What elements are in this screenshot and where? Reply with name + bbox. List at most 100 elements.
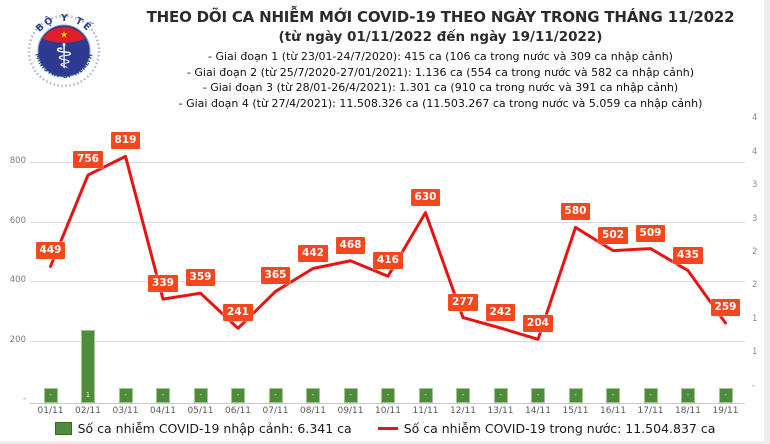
legend-imported-label: Số ca nhiễm COVID-19 nhập cảnh: 6.341 ca <box>77 421 352 436</box>
data-label: 509 <box>635 224 666 242</box>
secondary-y-axis-tick-label: 3 <box>752 180 758 191</box>
legend-item-imported: Số ca nhiễm COVID-19 nhập cảnh: 6.341 ca <box>54 421 352 436</box>
secondary-y-axis-tick-label: 2 <box>752 247 758 257</box>
screenshot-right-margin <box>764 0 770 444</box>
imported-cases-bar: - <box>606 388 620 403</box>
bar-value-label: - <box>724 390 727 399</box>
x-axis-tick-label: 18/11 <box>675 406 701 416</box>
imported-cases-bar: - <box>118 388 133 403</box>
x-axis-tick-label: 08/11 <box>300 406 326 416</box>
imported-cases-bar: - <box>456 388 470 403</box>
x-axis-tick-label: 13/11 <box>487 406 514 416</box>
data-label: 242 <box>485 304 516 321</box>
secondary-y-axis-tick-label: - <box>752 380 756 391</box>
x-axis-tick-label: 01/11 <box>37 406 64 416</box>
ministry-of-health-logo: ★ ⚕ BỘ Y TẾ MINISTRY OF HEALTH <box>27 13 101 88</box>
imported-cases-bar: - <box>156 388 170 403</box>
x-axis-tick-label: 12/11 <box>450 406 476 416</box>
y-axis-tick-label: 800 <box>9 156 26 166</box>
data-label: 630 <box>410 188 441 206</box>
imported-cases-bar: - <box>531 388 545 403</box>
imported-cases-bar: - <box>306 388 320 403</box>
bar-value-label: - <box>349 390 352 399</box>
x-axis-tick-label: 04/11 <box>150 406 176 416</box>
imported-cases-bar: - <box>493 388 508 403</box>
bar-value-label: - <box>461 390 465 399</box>
x-axis-tick-label: 16/11 <box>600 406 626 416</box>
data-label: 435 <box>673 246 703 264</box>
legend-bar-swatch <box>54 422 72 435</box>
imported-cases-bar: - <box>231 388 245 403</box>
data-label: 277 <box>448 293 478 311</box>
imported-cases-bar: - <box>718 388 733 403</box>
bar-value-label: - <box>274 390 277 399</box>
x-axis-tick-label: 17/11 <box>637 406 664 416</box>
legend-domestic-label: Số ca nhiễm COVID-19 trong nước: 11.504.… <box>403 421 716 436</box>
imported-cases-bar: - <box>381 388 395 403</box>
x-axis-tick-label: 11/11 <box>412 406 439 416</box>
imported-cases-bar: - <box>268 388 283 403</box>
x-axis-tick-label: 19/11 <box>712 406 739 416</box>
y-axis-tick-label: 200 <box>9 334 26 345</box>
chart-subtitle: (từ ngày 01/11/2022 đến ngày 19/11/2022) <box>278 29 603 45</box>
bar-value-label: - <box>649 390 652 399</box>
x-axis-tick-label: 06/11 <box>225 406 251 416</box>
x-axis-tick-label: 10/11 <box>375 406 401 416</box>
x-axis-tick-label: 15/11 <box>562 406 589 416</box>
x-axis-line <box>30 403 745 404</box>
data-label: 365 <box>260 267 291 285</box>
bar-value-label: - <box>311 390 315 399</box>
bar-value-label: - <box>236 390 240 399</box>
x-axis-tick-label: 14/11 <box>525 406 551 416</box>
data-label: 359 <box>185 269 216 287</box>
x-axis-tick-label: 03/11 <box>112 406 139 416</box>
bar-value-label: - <box>386 390 390 399</box>
bar-value-label: - <box>611 390 615 399</box>
logo-outer-ring <box>27 14 101 88</box>
data-label: 468 <box>335 236 366 254</box>
gridline-200 <box>30 340 745 342</box>
data-label: 416 <box>373 252 403 270</box>
x-axis-tick-label: 02/11 <box>75 406 101 416</box>
imported-cases-bar: - <box>568 388 583 403</box>
bar-value-label: - <box>574 390 577 399</box>
legend-line-swatch <box>377 427 398 430</box>
data-label: 259 <box>710 298 741 316</box>
phase-line-1: - Giai đoạn 1 (từ 23/01-24/7/2020): 415 … <box>208 50 673 63</box>
bar-value-label: - <box>124 390 127 399</box>
logo-flag-band <box>42 27 86 43</box>
chart-header: THEO DÕI CA NHIỄM MỚI COVID-19 THEO NGÀY… <box>118 8 763 111</box>
data-label: 442 <box>298 244 328 262</box>
data-label: 449 <box>35 242 66 260</box>
imported-cases-bar: - <box>643 388 658 403</box>
bar-value-label: - <box>199 390 202 399</box>
data-label: 241 <box>223 304 253 322</box>
gridline-800 <box>30 162 745 163</box>
x-axis-tick-label: 09/11 <box>337 406 364 416</box>
bar-value-label: - <box>49 390 52 399</box>
imported-cases-bar: - <box>193 388 208 403</box>
gridline-600 <box>30 221 745 223</box>
secondary-y-axis-tick-label: 4 <box>752 113 758 124</box>
bar-value-label: - <box>424 390 427 399</box>
secondary-y-axis-tick-label: 3 <box>752 213 758 224</box>
asclepius-staff-icon: ⚕ <box>55 37 73 77</box>
flag-star-icon: ★ <box>60 31 68 41</box>
chart-legend: Số ca nhiễm COVID-19 nhập cảnh: 6.341 ca… <box>0 421 770 436</box>
bar-value-label: - <box>161 390 165 399</box>
secondary-y-axis-tick-label: 2 <box>752 280 758 291</box>
secondary-y-axis-tick-label: 1 <box>752 313 758 324</box>
y-axis-tick-label: 400 <box>9 275 26 285</box>
secondary-y-axis-tick-label: 4 <box>752 146 758 157</box>
imported-cases-bar: - <box>418 388 433 403</box>
bar-value-label: - <box>686 390 690 399</box>
data-label: 339 <box>148 275 178 293</box>
data-label: 580 <box>560 203 591 221</box>
screenshot-bottom-margin <box>0 441 770 444</box>
chart-title: THEO DÕI CA NHIỄM MỚI COVID-19 THEO NGÀY… <box>146 8 735 26</box>
y-axis-tick-label: 600 <box>9 215 26 226</box>
y-axis-tick-label: - <box>22 394 26 404</box>
bar-value-label: - <box>536 390 540 399</box>
